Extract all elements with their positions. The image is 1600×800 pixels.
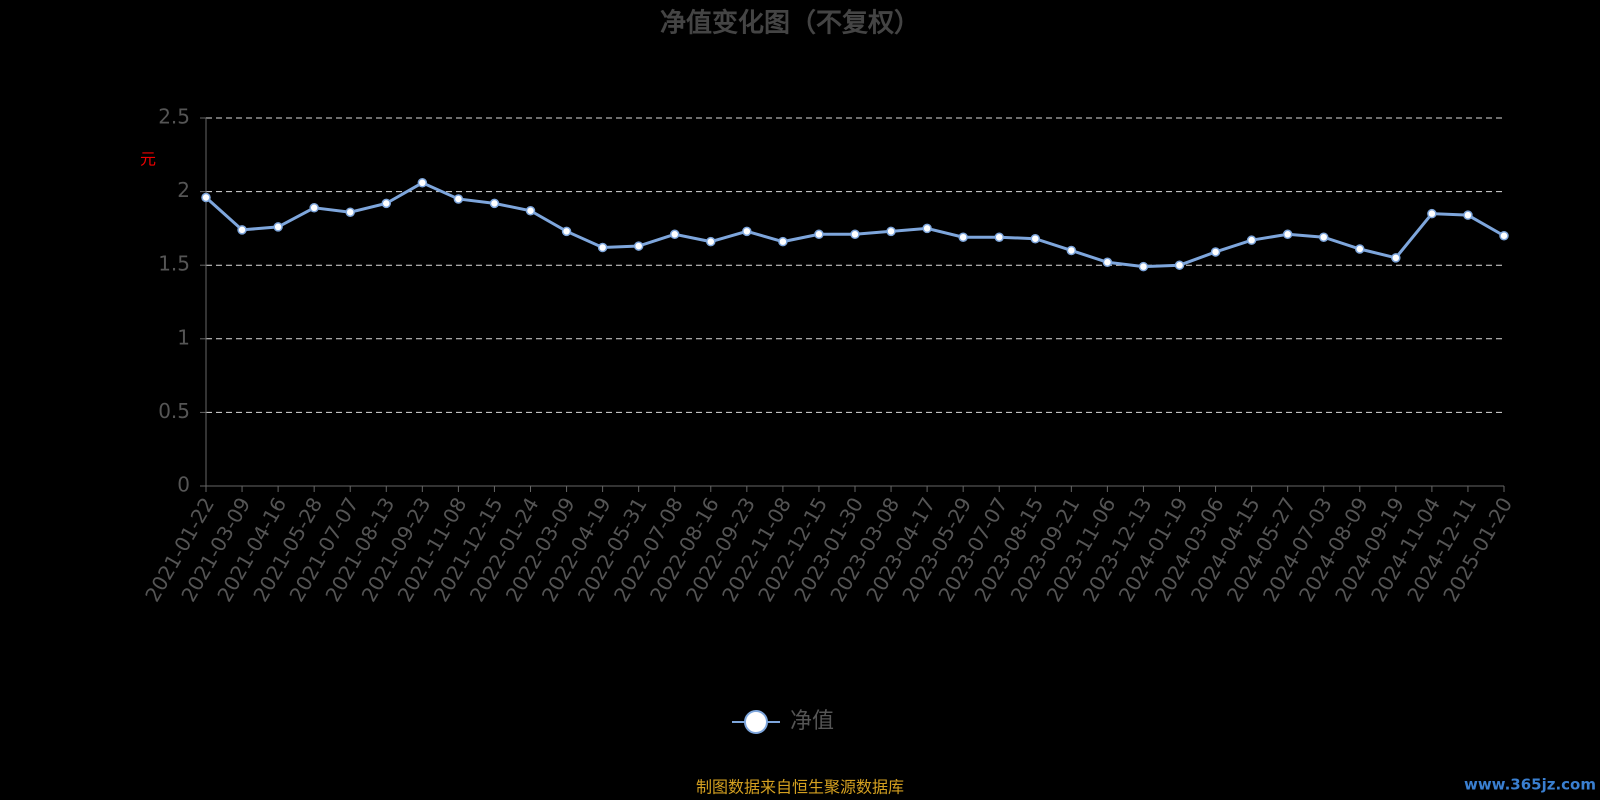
legend-marker	[744, 710, 768, 734]
data-point	[1499, 231, 1509, 241]
legend-label: 净值	[790, 709, 834, 734]
data-point	[1174, 260, 1185, 270]
data-point	[1138, 261, 1149, 272]
data-point	[1427, 208, 1437, 219]
data-point	[669, 229, 680, 240]
data-point	[597, 242, 608, 253]
data-point	[1246, 235, 1257, 245]
data-point	[1210, 247, 1221, 257]
data-point	[417, 178, 428, 188]
y-tick-label: 1	[177, 325, 190, 349]
data-point	[525, 205, 536, 216]
data-point	[994, 232, 1004, 242]
y-tick-label: 2.5	[158, 105, 190, 129]
chart-title: 净值变化图（不复权）	[660, 8, 920, 39]
data-point	[742, 226, 752, 237]
series-line	[204, 181, 1505, 269]
y-tick-label: 0	[177, 473, 190, 497]
data-point	[1066, 245, 1077, 256]
data-point	[345, 207, 355, 217]
data-point	[1391, 253, 1401, 263]
data-point	[561, 226, 572, 237]
data-point	[453, 194, 464, 204]
data-point	[1030, 233, 1041, 244]
y-axis-label: 元	[140, 150, 156, 169]
source-note: 制图数据来自恒生聚源数据库	[696, 778, 904, 797]
data-point	[273, 222, 283, 232]
watermark: www.365jz.com	[1464, 776, 1596, 794]
data-point	[237, 225, 247, 235]
data-point	[706, 236, 716, 247]
data-point	[886, 226, 896, 237]
y-tick-label: 1.5	[158, 252, 190, 276]
data-point	[1463, 210, 1473, 220]
data-point	[1318, 232, 1329, 242]
data-point	[814, 229, 824, 240]
data-point	[309, 203, 319, 213]
data-point	[1282, 229, 1293, 240]
data-point	[1102, 257, 1113, 268]
y-tick-label: 2	[177, 178, 190, 202]
data-point	[1355, 244, 1365, 254]
data-point	[381, 198, 392, 209]
data-point	[489, 198, 500, 209]
data-point	[922, 223, 932, 234]
data-point	[850, 229, 860, 240]
data-point	[201, 192, 211, 203]
data-point	[958, 232, 968, 242]
data-point	[778, 236, 788, 247]
data-point	[633, 241, 644, 251]
y-tick-label: 0.5	[158, 399, 190, 423]
